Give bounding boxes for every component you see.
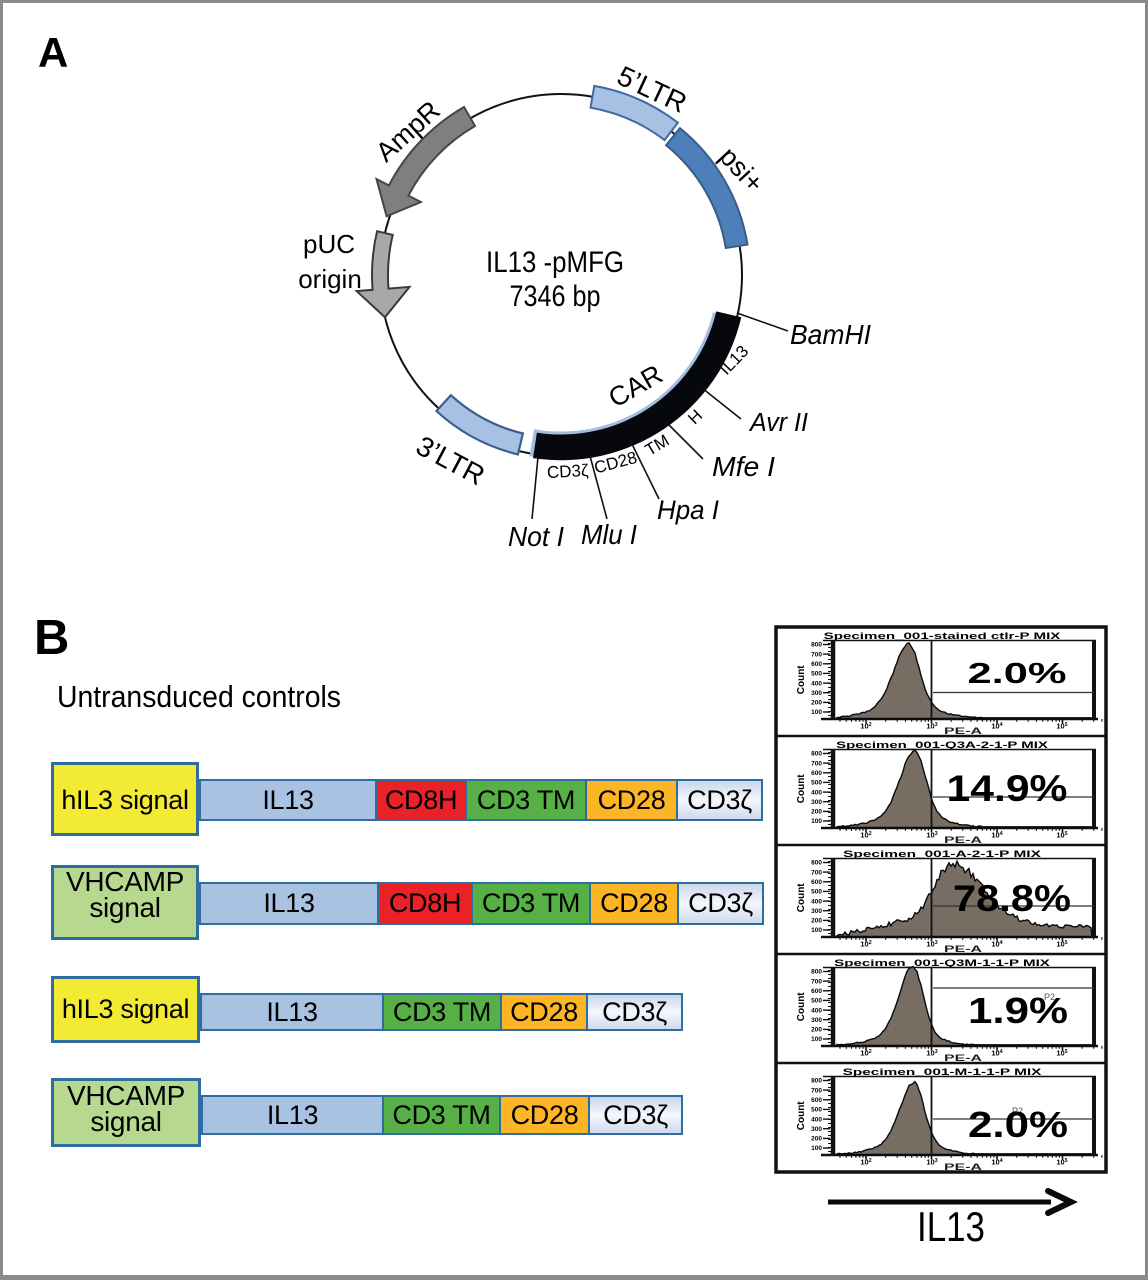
svg-text:PE-A: PE-A xyxy=(944,1053,982,1063)
svg-text:Hpa I: Hpa I xyxy=(657,495,720,526)
svg-text:Count: Count xyxy=(796,1101,807,1131)
svg-text:103: 103 xyxy=(926,1158,937,1167)
svg-text:100: 100 xyxy=(811,927,822,934)
svg-text:Specimen_001-Q3A-2-1-P MIX: Specimen_001-Q3A-2-1-P MIX xyxy=(836,740,1049,750)
svg-text:Count: Count xyxy=(796,992,807,1022)
svg-text:Specimen_001-A-2-1-P MIX: Specimen_001-A-2-1-P MIX xyxy=(843,849,1041,859)
svg-text:600: 600 xyxy=(811,988,822,995)
svg-text:Count: Count xyxy=(796,774,807,804)
svg-text:103: 103 xyxy=(926,722,937,731)
svg-text:600: 600 xyxy=(811,879,822,886)
svg-text:Count: Count xyxy=(796,883,807,913)
svg-text:103: 103 xyxy=(926,940,937,949)
svg-text:104: 104 xyxy=(991,1049,1002,1058)
svg-text:700: 700 xyxy=(811,651,822,658)
svg-text:1.9%: 1.9% xyxy=(968,991,1068,1031)
svg-text:2.0%: 2.0% xyxy=(968,657,1067,689)
svg-text:7346 bp: 7346 bp xyxy=(510,279,601,313)
svg-text:P2: P2 xyxy=(1044,992,1055,1002)
svg-text:103: 103 xyxy=(926,1049,937,1058)
svg-text:500: 500 xyxy=(811,671,822,678)
svg-text:600: 600 xyxy=(811,770,822,777)
svg-text:500: 500 xyxy=(811,998,822,1005)
svg-text:400: 400 xyxy=(811,680,822,687)
svg-text:400: 400 xyxy=(811,1007,822,1014)
svg-text:78.8%: 78.8% xyxy=(953,878,1071,919)
svg-text:102: 102 xyxy=(860,940,871,949)
svg-text:IL13 -pMFG: IL13 -pMFG xyxy=(486,245,624,278)
svg-text:600: 600 xyxy=(811,661,822,668)
svg-text:Count: Count xyxy=(796,665,807,695)
svg-text:Mfe I: Mfe I xyxy=(712,450,775,482)
svg-text:300: 300 xyxy=(811,1126,822,1133)
svg-text:200: 200 xyxy=(811,1027,822,1034)
svg-text:14.9%: 14.9% xyxy=(947,769,1068,810)
svg-text:700: 700 xyxy=(811,978,822,985)
svg-text:700: 700 xyxy=(811,760,822,767)
svg-text:100: 100 xyxy=(811,709,822,716)
svg-text:IL13: IL13 xyxy=(917,1204,985,1251)
svg-text:600: 600 xyxy=(811,1097,822,1104)
svg-text:800: 800 xyxy=(811,969,822,976)
svg-text:102: 102 xyxy=(860,722,871,731)
svg-text:CD3ζ: CD3ζ xyxy=(546,461,589,482)
svg-text:pUC: pUC xyxy=(303,229,355,259)
svg-text:300: 300 xyxy=(811,1017,822,1024)
svg-text:Untransduced controls: Untransduced controls xyxy=(57,680,341,714)
svg-text:300: 300 xyxy=(811,799,822,806)
svg-text:700: 700 xyxy=(811,1087,822,1094)
svg-text:105: 105 xyxy=(1056,940,1067,949)
svg-text:PE-A: PE-A xyxy=(944,835,982,845)
svg-text:104: 104 xyxy=(991,831,1002,840)
svg-text:PE-A: PE-A xyxy=(944,726,982,736)
svg-text:800: 800 xyxy=(811,860,822,867)
svg-text:P2: P2 xyxy=(1012,1106,1023,1116)
svg-text:Specimen_001-Q3M-1-1-P MIX: Specimen_001-Q3M-1-1-P MIX xyxy=(834,958,1051,968)
svg-text:104: 104 xyxy=(991,722,1002,731)
svg-text:102: 102 xyxy=(860,1158,871,1167)
svg-text:700: 700 xyxy=(811,869,822,876)
svg-text:400: 400 xyxy=(811,789,822,796)
svg-text:300: 300 xyxy=(811,908,822,915)
svg-text:400: 400 xyxy=(811,1116,822,1123)
svg-text:500: 500 xyxy=(811,780,822,787)
svg-text:102: 102 xyxy=(860,1049,871,1058)
svg-text:Avr II: Avr II xyxy=(748,409,808,438)
svg-text:500: 500 xyxy=(811,1107,822,1114)
svg-text:103: 103 xyxy=(926,831,937,840)
svg-text:100: 100 xyxy=(811,1145,822,1152)
svg-text:Not I: Not I xyxy=(508,520,564,552)
svg-text:800: 800 xyxy=(811,751,822,758)
svg-text:Specimen_001-stained ctlr-P MI: Specimen_001-stained ctlr-P MIX xyxy=(824,631,1062,641)
svg-text:105: 105 xyxy=(1056,831,1067,840)
svg-text:2.0%: 2.0% xyxy=(968,1105,1068,1145)
svg-text:100: 100 xyxy=(811,818,822,825)
svg-text:400: 400 xyxy=(811,898,822,905)
svg-text:200: 200 xyxy=(811,1136,822,1143)
svg-text:800: 800 xyxy=(811,642,822,649)
svg-text:200: 200 xyxy=(811,809,822,816)
svg-text:200: 200 xyxy=(811,918,822,925)
svg-text:105: 105 xyxy=(1056,1049,1067,1058)
svg-text:102: 102 xyxy=(860,831,871,840)
svg-text:200: 200 xyxy=(811,700,822,707)
svg-text:104: 104 xyxy=(991,940,1002,949)
svg-text:500: 500 xyxy=(811,889,822,896)
svg-text:origin: origin xyxy=(298,264,362,294)
svg-text:BamHI: BamHI xyxy=(790,318,871,350)
svg-text:Specimen_001-M-1-1-P MIX: Specimen_001-M-1-1-P MIX xyxy=(843,1067,1043,1077)
svg-text:105: 105 xyxy=(1056,722,1067,731)
svg-text:100: 100 xyxy=(811,1036,822,1043)
svg-text:800: 800 xyxy=(811,1078,822,1085)
svg-text:300: 300 xyxy=(811,690,822,697)
svg-text:105: 105 xyxy=(1056,1158,1067,1167)
svg-text:Mlu I: Mlu I xyxy=(581,519,637,550)
svg-text:104: 104 xyxy=(991,1158,1002,1167)
svg-text:PE-A: PE-A xyxy=(944,1162,982,1172)
svg-text:PE-A: PE-A xyxy=(944,944,982,954)
